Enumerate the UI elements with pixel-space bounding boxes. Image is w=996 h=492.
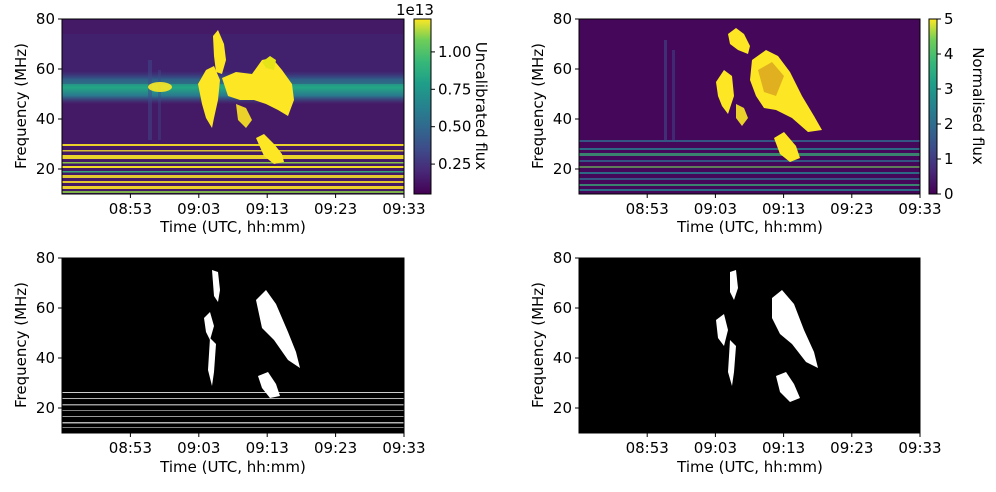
colorbar-offset-text: 1e13 — [396, 1, 434, 19]
colorbar-label: Uncalibrated flux — [472, 42, 490, 170]
x-tick-label: 09:03 — [694, 439, 737, 457]
panel-uncalibrated-flux: 08:53 09:03 09:13 09:23 09:33 20 40 60 80 Time (… — [12, 1, 490, 236]
colorbar: 0.25 0.50 0.75 1.00 1e13 Uncalibrated flux — [396, 1, 490, 195]
x-tick-label: 09:13 — [246, 200, 289, 218]
y-tick-label: 40 — [553, 110, 572, 128]
plot-frame — [61, 18, 405, 195]
axis-ticks: 08:53 09:03 09:13 09:23 09:33 20 40 60 80 — [553, 249, 942, 457]
colorbar-strip — [413, 18, 432, 195]
y-tick-label: 20 — [36, 160, 55, 178]
y-axis-label: Frequency (MHz) — [12, 43, 30, 169]
colorbar-ticks: 0 1 2 3 4 5 — [937, 10, 954, 203]
plot-area — [62, 19, 404, 194]
y-axis-label: Frequency (MHz) — [12, 282, 30, 408]
colorbar-label: Normalised flux — [969, 47, 987, 165]
y-tick-label: 20 — [553, 160, 572, 178]
colorbar-tick-label: 3 — [944, 80, 954, 98]
y-tick-label: 60 — [36, 60, 55, 78]
colorbar-strip — [928, 18, 938, 195]
colorbar-ticks: 0.25 0.50 0.75 1.00 — [431, 43, 471, 173]
colorbar-tick-label: 4 — [944, 45, 954, 63]
y-tick-label: 60 — [36, 299, 55, 317]
plot-frame — [61, 257, 405, 434]
x-tick-label: 09:33 — [382, 439, 425, 457]
x-tick-label: 08:53 — [626, 439, 669, 457]
y-axis-label: Frequency (MHz) — [529, 282, 547, 408]
mask-image — [62, 270, 404, 428]
x-axis-label: Time (UTC, hh:mm) — [159, 218, 306, 236]
x-tick-label: 09:23 — [314, 200, 357, 218]
y-tick-label: 80 — [36, 249, 55, 267]
x-tick-label: 08:53 — [626, 200, 669, 218]
plot-frame — [578, 257, 921, 434]
x-tick-label: 09:33 — [898, 439, 941, 457]
x-tick-label: 09:03 — [177, 439, 220, 457]
y-tick-label: 40 — [36, 349, 55, 367]
colorbar-tick-label: 0.25 — [438, 155, 471, 173]
mask-image — [716, 270, 818, 402]
y-tick-label: 80 — [553, 10, 572, 28]
x-tick-label: 08:53 — [109, 200, 152, 218]
y-tick-label: 40 — [36, 110, 55, 128]
colorbar-tick-label: 1 — [944, 150, 954, 168]
x-tick-label: 09:23 — [314, 439, 357, 457]
y-tick-label: 80 — [36, 10, 55, 28]
spectrogram-image — [579, 28, 920, 191]
y-tick-label: 80 — [553, 249, 572, 267]
y-tick-label: 20 — [553, 399, 572, 417]
y-axis-label: Frequency (MHz) — [529, 43, 547, 169]
y-tick-label: 20 — [36, 399, 55, 417]
plot-area — [579, 19, 920, 194]
colorbar-tick-label: 0.50 — [438, 118, 471, 136]
colorbar-tick-label: 0 — [944, 185, 954, 203]
spectrogram-image — [62, 30, 404, 193]
x-tick-label: 09:03 — [177, 200, 220, 218]
x-axis-label: Time (UTC, hh:mm) — [676, 218, 823, 236]
colorbar-tick-label: 5 — [944, 10, 954, 28]
x-tick-label: 09:13 — [246, 439, 289, 457]
x-tick-label: 08:53 — [109, 439, 152, 457]
x-tick-label: 09:23 — [830, 200, 873, 218]
axis-ticks: 08:53 09:03 09:13 09:23 09:33 20 40 60 80 — [36, 10, 426, 218]
colorbar-tick-label: 2 — [944, 115, 954, 133]
axis-ticks: 08:53 09:03 09:13 09:23 09:33 20 40 60 80 — [553, 10, 942, 218]
x-tick-label: 09:13 — [762, 200, 805, 218]
colorbar-tick-label: 1.00 — [438, 43, 471, 61]
x-axis-label: Time (UTC, hh:mm) — [159, 458, 306, 476]
colorbar: 0 1 2 3 4 5 Normalised flux — [928, 10, 987, 203]
colorbar-tick-label: 0.75 — [438, 80, 471, 98]
x-axis-label: Time (UTC, hh:mm) — [676, 458, 823, 476]
plot-frame — [578, 18, 921, 195]
axis-ticks: 08:53 09:03 09:13 09:23 09:33 20 40 60 80 — [36, 249, 426, 457]
x-tick-label: 09:23 — [830, 439, 873, 457]
x-tick-label: 09:33 — [898, 200, 941, 218]
panel-cleaned-mask: 08:53 09:03 09:13 09:23 09:33 20 40 60 80 Time (… — [529, 249, 942, 476]
y-tick-label: 60 — [553, 60, 572, 78]
plot-area — [62, 258, 404, 433]
panel-binary-mask: 08:53 09:03 09:13 09:23 09:33 20 40 60 80 Time (… — [12, 249, 426, 476]
plot-area — [579, 258, 920, 433]
x-tick-label: 09:33 — [382, 200, 425, 218]
y-tick-label: 40 — [553, 349, 572, 367]
y-tick-label: 60 — [553, 299, 572, 317]
x-tick-label: 09:03 — [694, 200, 737, 218]
x-tick-label: 09:13 — [762, 439, 805, 457]
